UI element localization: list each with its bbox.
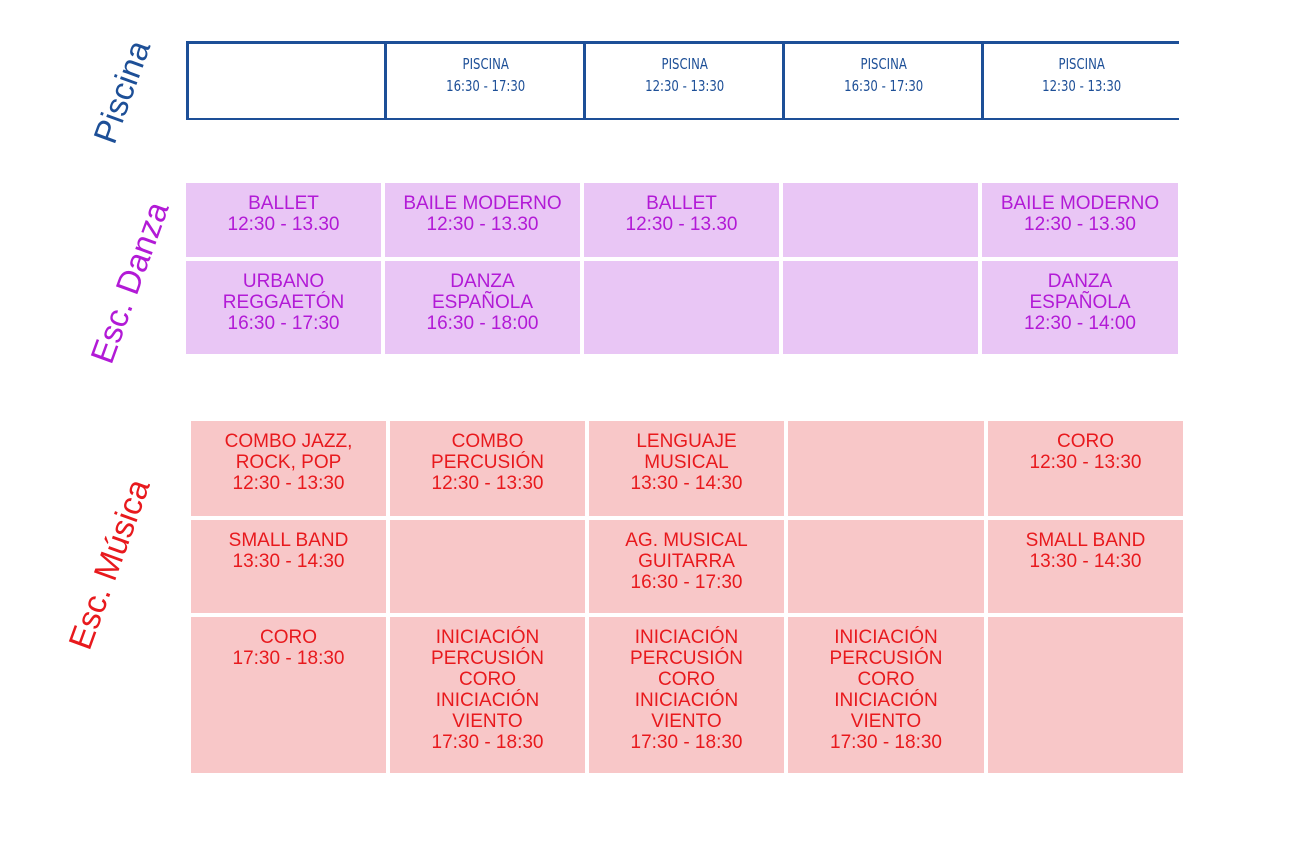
dance-class-time: 16:30 - 17:30 [227, 313, 340, 334]
music-class-name: PERCUSIÓN [630, 648, 743, 669]
pool-cell-time: 12:30 - 13:30 [645, 77, 725, 95]
music-cell-r2-c3: AG. MUSICAL GUITARRA 16:30 - 17:30 [589, 520, 784, 613]
music-class-name: VIENTO [651, 711, 722, 732]
dance-class-time: 12:30 - 13.30 [426, 214, 539, 235]
music-class-name: INICIACIÓN [834, 627, 938, 648]
dance-class-time: 12:30 - 13.30 [625, 214, 738, 235]
dance-cell-r1-c3: BALLET 12:30 - 13.30 [584, 183, 779, 257]
music-class-name: CORO [459, 669, 516, 690]
music-class-name: PERCUSIÓN [431, 648, 544, 669]
dance-class-name: ESPAÑOLA [431, 292, 534, 313]
music-class-time: 12:30 - 13:30 [431, 473, 544, 494]
pool-cell-1 [186, 41, 386, 120]
music-class-time: 17:30 - 18:30 [830, 732, 942, 753]
music-class-name: LENGUAJE [636, 431, 737, 452]
pool-cell-2: PISCINA 16:30 - 17:30 [384, 41, 585, 120]
music-class-name: PERCUSIÓN [431, 452, 544, 473]
dance-class-name: REGGAETÓN [222, 292, 345, 313]
music-class-name: VIENTO [452, 711, 523, 732]
music-class-time: 13:30 - 14:30 [630, 473, 743, 494]
dance-cell-r1-c2: BAILE MODERNO 12:30 - 13.30 [385, 183, 580, 257]
dance-section-label: Esc. Danza [83, 196, 176, 368]
dance-class-name: DANZA [1047, 271, 1113, 292]
music-class-name: COMBO JAZZ, [224, 431, 353, 452]
pool-cell-title: PISCINA [860, 55, 908, 73]
dance-cell-r2-c2: DANZA ESPAÑOLA 16:30 - 18:00 [385, 261, 580, 354]
music-class-time: 13:30 - 14:30 [1029, 551, 1142, 572]
music-cell-r3-c3: INICIACIÓN PERCUSIÓN CORO INICIACIÓN VIE… [589, 617, 784, 773]
dance-cell-r1-c1: BALLET 12:30 - 13.30 [186, 183, 381, 257]
dance-class-time: 16:30 - 18:00 [426, 313, 539, 334]
dance-class-name: BAILE MODERNO [1000, 193, 1160, 214]
dance-class-time: 12:30 - 13.30 [227, 214, 340, 235]
music-cell-r3-c2: INICIACIÓN PERCUSIÓN CORO INICIACIÓN VIE… [390, 617, 585, 773]
music-class-name: INICIACIÓN [834, 690, 938, 711]
dance-class-time: 12:30 - 14:00 [1024, 313, 1136, 334]
music-class-name: CORO [260, 627, 317, 648]
music-cell-r1-c4 [788, 421, 984, 516]
music-class-name: CORO [857, 669, 915, 690]
music-class-name: SMALL BAND [1025, 530, 1146, 551]
pool-cell-time: 12:30 - 13:30 [1041, 77, 1122, 95]
music-class-name: INICIACIÓN [435, 690, 540, 711]
music-class-time: 16:30 - 17:30 [630, 572, 743, 593]
music-class-time: 17:30 - 18:30 [232, 648, 345, 669]
pool-cell-time: 16:30 - 17:30 [844, 77, 924, 95]
music-class-name: INICIACIÓN [634, 690, 739, 711]
music-class-name: GUITARRA [638, 551, 735, 572]
music-cell-r2-c1: SMALL BAND 13:30 - 14:30 [191, 520, 386, 613]
pool-cell-time: 16:30 - 17:30 [446, 77, 526, 95]
pool-cell-4: PISCINA 16:30 - 17:30 [782, 41, 983, 120]
music-cell-r3-c4: INICIACIÓN PERCUSIÓN CORO INICIACIÓN VIE… [788, 617, 984, 773]
pool-cell-title: PISCINA [1058, 55, 1105, 73]
music-class-name: ROCK, POP [235, 452, 342, 473]
music-class-name: AG. MUSICAL [625, 530, 748, 551]
music-class-name: INICIACIÓN [435, 627, 540, 648]
pool-section-label: Piscina [86, 35, 158, 148]
dance-class-name: DANZA [450, 271, 515, 292]
music-cell-r1-c2: COMBO PERCUSIÓN 12:30 - 13:30 [390, 421, 585, 516]
music-cell-r1-c5: CORO 12:30 - 13:30 [988, 421, 1183, 516]
music-class-name: CORO [1057, 431, 1114, 452]
music-class-time: 17:30 - 18:30 [630, 732, 743, 753]
music-class-time: 12:30 - 13:30 [1029, 452, 1142, 473]
music-class-name: COMBO [451, 431, 524, 452]
dance-class-name: BALLET [248, 193, 319, 214]
music-class-time: 17:30 - 18:30 [431, 732, 544, 753]
dance-cell-r1-c5: BAILE MODERNO 12:30 - 13.30 [982, 183, 1178, 257]
dance-class-time: 12:30 - 13.30 [1024, 214, 1136, 235]
pool-cell-3: PISCINA 12:30 - 13:30 [583, 41, 784, 120]
music-cell-r2-c5: SMALL BAND 13:30 - 14:30 [988, 520, 1183, 613]
music-class-name: SMALL BAND [228, 530, 349, 551]
music-class-name: MUSICAL [644, 452, 729, 473]
music-section-label: Esc. Música [61, 474, 157, 654]
music-cell-r2-c2 [390, 520, 585, 613]
music-class-time: 12:30 - 13:30 [232, 473, 345, 494]
music-cell-r1-c3: LENGUAJE MUSICAL 13:30 - 14:30 [589, 421, 784, 516]
dance-cell-r2-c5: DANZA ESPAÑOLA 12:30 - 14:00 [982, 261, 1178, 354]
dance-class-name: BAILE MODERNO [403, 193, 562, 214]
music-class-name: VIENTO [850, 711, 922, 732]
dance-cell-r2-c3 [584, 261, 779, 354]
dance-class-name: BALLET [646, 193, 717, 214]
music-cell-r3-c1: CORO 17:30 - 18:30 [191, 617, 386, 773]
pool-cell-5: PISCINA 12:30 - 13:30 [981, 41, 1179, 120]
dance-cell-r2-c1: URBANO REGGAETÓN 16:30 - 17:30 [186, 261, 381, 354]
music-class-name: CORO [658, 669, 715, 690]
dance-cell-r1-c4 [783, 183, 978, 257]
music-class-name: INICIACIÓN [634, 627, 739, 648]
music-class-name: PERCUSIÓN [829, 648, 943, 669]
dance-cell-r2-c4 [783, 261, 978, 354]
music-class-time: 13:30 - 14:30 [232, 551, 345, 572]
music-cell-r2-c4 [788, 520, 984, 613]
music-cell-r3-c5 [988, 617, 1183, 773]
pool-cell-title: PISCINA [462, 55, 510, 73]
dance-class-name: ESPAÑOLA [1029, 292, 1131, 313]
pool-cell-title: PISCINA [661, 55, 709, 73]
music-cell-r1-c1: COMBO JAZZ, ROCK, POP 12:30 - 13:30 [191, 421, 386, 516]
dance-class-name: URBANO [242, 271, 325, 292]
